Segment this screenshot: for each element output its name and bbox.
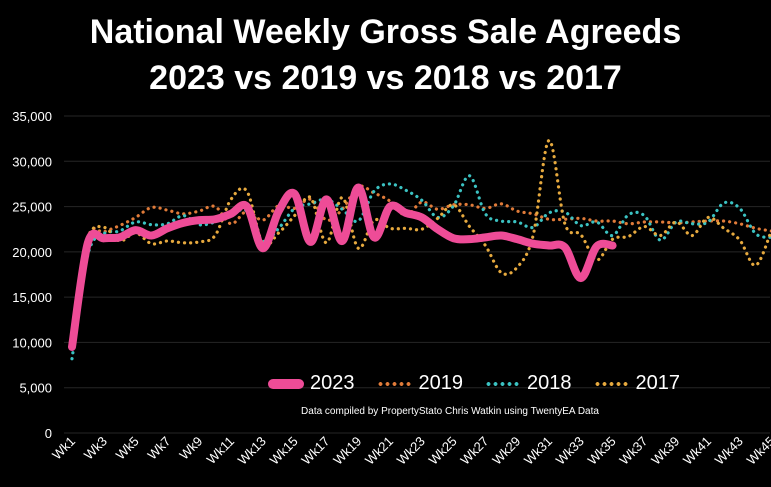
x-tick-label: Wk19: [330, 434, 364, 468]
series-line-2018: [70, 174, 771, 361]
y-tick-label: 35,000: [12, 109, 52, 124]
x-tick-label: Wk5: [113, 434, 142, 463]
legend-item-2023: 2023: [268, 372, 355, 395]
x-tick-label: Wk7: [145, 434, 174, 463]
chart-title: National Weekly Gross Sale Agreeds: [89, 13, 682, 51]
x-axis-ticks: Wk1 Wk3 Wk5 Wk7 Wk9Wk11Wk13Wk15Wk17Wk19Wk21W…: [49, 434, 771, 468]
x-tick-label: Wk23: [394, 434, 428, 468]
y-tick-label: 0: [45, 426, 52, 441]
x-tick-label: Wk35: [585, 434, 619, 468]
y-axis-ticks: 0 5,000 10,000 15,000 20,000 25,000 30,000 35,0…: [12, 109, 52, 441]
legend-item-2019: 2019: [376, 372, 464, 395]
x-tick-label: Wk29: [489, 434, 523, 468]
credit-note: Data compiled by PropertyStato Chris Wat…: [301, 406, 599, 417]
legend-item-2018: 2018: [485, 372, 572, 395]
x-tick-label: Wk27: [457, 434, 491, 468]
x-tick-label: Wk11: [204, 434, 237, 467]
x-tick-label: Wk21: [362, 434, 396, 468]
legend-label: 2019: [418, 372, 464, 394]
legend-label: 2018: [527, 372, 572, 394]
x-tick-label: Wk41: [680, 434, 714, 468]
x-tick-label: Wk45: [744, 434, 771, 468]
legend: 2023 2019 2018 2017: [268, 372, 702, 395]
x-tick-label: Wk39: [648, 434, 682, 468]
legend-item-2017: 2017: [593, 372, 681, 395]
y-tick-label: 5,000: [19, 381, 52, 396]
series-lines: [68, 138, 771, 361]
x-tick-label: Wk17: [298, 434, 332, 468]
legend-swatch: [268, 378, 304, 389]
y-tick-label: 10,000: [12, 335, 52, 350]
x-tick-label: Wk43: [712, 434, 746, 468]
series-line-2019: [70, 184, 771, 349]
legend-label: 2017: [635, 372, 681, 394]
chart-subtitle: 2023 vs 2019 vs 2018 vs 2017: [149, 59, 622, 97]
legend-label: 2023: [310, 372, 355, 394]
y-tick-label: 15,000: [12, 290, 52, 305]
x-tick-label: Wk15: [267, 434, 301, 468]
x-tick-label: Wk13: [235, 434, 269, 468]
x-tick-label: Wk25: [426, 434, 460, 468]
series-line-2017: [70, 138, 771, 350]
x-tick-label: Wk1: [49, 434, 78, 463]
x-tick-label: Wk3: [81, 434, 110, 463]
legend-swatch: [593, 381, 630, 386]
series-line-2023: [68, 183, 617, 351]
legend-swatch: [485, 381, 521, 386]
x-tick-label: Wk31: [521, 434, 555, 468]
y-tick-label: 30,000: [12, 154, 52, 169]
legend-swatch: [376, 381, 413, 386]
x-tick-label: Wk37: [616, 434, 650, 468]
y-tick-label: 20,000: [12, 245, 52, 260]
y-tick-label: 25,000: [12, 200, 52, 215]
x-tick-label: Wk9: [176, 434, 205, 463]
x-tick-label: Wk33: [553, 434, 587, 468]
